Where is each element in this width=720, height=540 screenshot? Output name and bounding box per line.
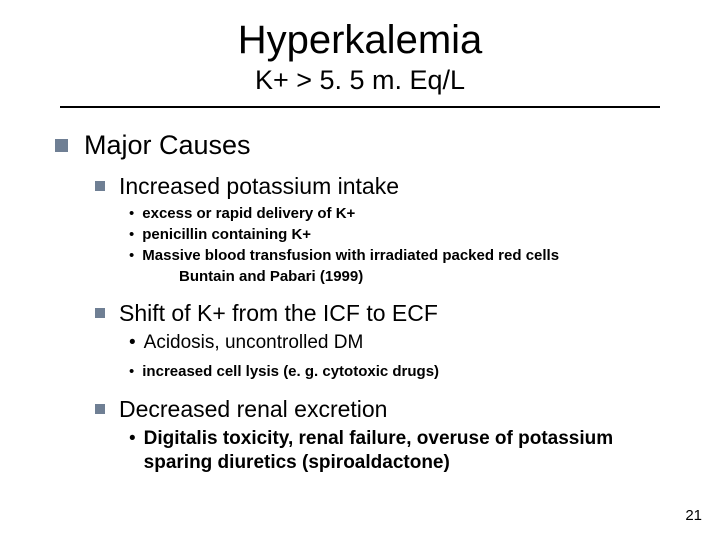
round-bullet-icon: • (129, 427, 136, 451)
level3-reference: Buntain and Pabari (1999) (179, 267, 675, 286)
level2-item: Increased potassium intake (95, 173, 675, 200)
slide-subtitle: K+ > 5. 5 m. Eq/L (0, 65, 720, 96)
square-bullet-icon (95, 308, 105, 318)
level2-text: Increased potassium intake (119, 173, 399, 200)
round-bullet-icon: • (129, 246, 134, 266)
page-number: 21 (685, 507, 702, 524)
level2-text: Shift of K+ from the ICF to ECF (119, 300, 438, 327)
level3-item: • increased cell lysis (e. g. cytotoxic … (129, 362, 675, 382)
level3-text: Massive blood transfusion with irradiate… (142, 246, 559, 266)
level3-item: • penicillin containing K+ (129, 225, 675, 245)
square-bullet-icon (95, 181, 105, 191)
level3-group: • Acidosis, uncontrolled DM • increased … (129, 331, 675, 382)
level3-item: • Massive blood transfusion with irradia… (129, 246, 675, 266)
level3-item: • Acidosis, uncontrolled DM (129, 331, 675, 355)
level3-text: Acidosis, uncontrolled DM (144, 331, 364, 355)
title-block: Hyperkalemia K+ > 5. 5 m. Eq/L (0, 0, 720, 96)
level2-item: Shift of K+ from the ICF to ECF (95, 300, 675, 327)
level3-group: • Digitalis toxicity, renal failure, ove… (129, 427, 675, 475)
level3-text: Digitalis toxicity, renal failure, overu… (144, 427, 675, 475)
level2-group: Increased potassium intake • excess or r… (95, 173, 675, 475)
level3-text: increased cell lysis (e. g. cytotoxic dr… (142, 362, 439, 382)
level2-item: Decreased renal excretion (95, 396, 675, 423)
round-bullet-icon: • (129, 331, 136, 355)
content-area: Major Causes Increased potassium intake … (0, 108, 720, 475)
level3-text: excess or rapid delivery of K+ (142, 204, 355, 224)
round-bullet-icon: • (129, 362, 134, 382)
square-bullet-icon (95, 404, 105, 414)
level3-item: • Digitalis toxicity, renal failure, ove… (129, 427, 675, 475)
level3-item: • excess or rapid delivery of K+ (129, 204, 675, 224)
round-bullet-icon: • (129, 204, 134, 224)
level2-text: Decreased renal excretion (119, 396, 387, 423)
slide-title: Hyperkalemia (0, 18, 720, 63)
square-bullet-icon (55, 139, 68, 152)
level1-item: Major Causes (55, 130, 675, 161)
level3-text: penicillin containing K+ (142, 225, 311, 245)
round-bullet-icon: • (129, 225, 134, 245)
level1-text: Major Causes (84, 130, 251, 161)
level3-group: • excess or rapid delivery of K+ • penic… (129, 204, 675, 286)
